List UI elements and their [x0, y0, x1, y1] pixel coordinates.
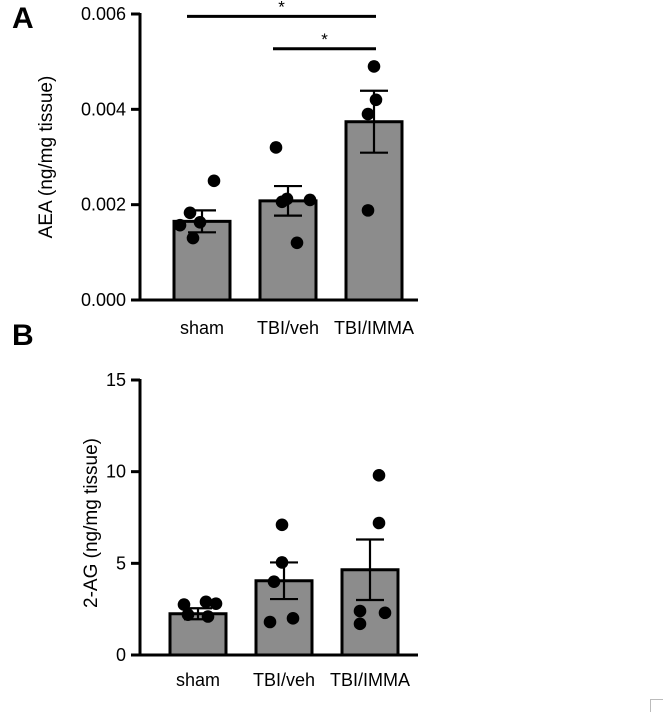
y-tick-label: 0.006	[81, 4, 126, 24]
data-point	[361, 204, 375, 217]
data-point	[181, 608, 195, 621]
data-point	[275, 518, 289, 532]
data-point	[353, 617, 367, 631]
data-point	[173, 218, 187, 232]
data-point	[201, 610, 215, 623]
data-point	[267, 575, 281, 588]
data-point	[275, 195, 289, 209]
x-tick-label: TBI/veh	[253, 670, 315, 690]
y-tick-label: 5	[116, 553, 126, 573]
data-point	[183, 206, 197, 220]
panel-label: A	[12, 2, 34, 35]
bar	[258, 199, 318, 302]
y-axis-title: 2-AG (ng/mg tissue)	[81, 438, 102, 608]
x-tick-label: TBI/IMMA	[330, 670, 410, 690]
y-tick-label: 10	[106, 462, 126, 482]
data-point	[369, 93, 383, 107]
data-point	[177, 598, 191, 611]
significance-star: *	[278, 0, 285, 16]
chart-panel-b: B 2-AG (ng/mg tissue) 0 5 10 15 sham TBI/veh TBI…	[12, 319, 418, 690]
data-point	[209, 597, 223, 610]
data-point	[303, 193, 317, 207]
x-tick-label: sham	[180, 318, 224, 338]
panel-label: B	[12, 319, 34, 352]
significance-star: *	[321, 30, 328, 49]
x-tick-label: TBI/IMMA	[334, 318, 414, 338]
data-point	[275, 556, 289, 569]
data-point	[372, 516, 386, 530]
data-point	[186, 231, 200, 245]
data-point	[290, 236, 304, 250]
data-point	[286, 612, 300, 625]
data-point	[372, 469, 386, 482]
y-tick-label: 0.002	[81, 195, 126, 215]
data-point	[367, 60, 381, 73]
data-point	[378, 606, 392, 620]
data-point	[269, 141, 283, 154]
data-point	[353, 604, 367, 618]
chart-panel-a: A AEA (ng/mg tissue) 0.000 0.002 0.004 0.006 s…	[12, 0, 418, 338]
data-point	[263, 615, 277, 629]
y-tick-label: 15	[106, 370, 126, 390]
y-tick-label: 0	[116, 645, 126, 665]
data-point	[193, 216, 207, 229]
data-point	[199, 595, 213, 609]
data-point	[207, 174, 221, 188]
data-point	[361, 107, 375, 121]
corner-mark	[650, 699, 663, 712]
y-tick-label: 0.000	[81, 290, 126, 310]
y-tick-label: 0.004	[81, 99, 126, 119]
x-tick-label: sham	[176, 670, 220, 690]
x-tick-label: TBI/veh	[257, 318, 319, 338]
y-axis-title: AEA (ng/mg tissue)	[36, 76, 57, 239]
bar	[168, 612, 228, 657]
